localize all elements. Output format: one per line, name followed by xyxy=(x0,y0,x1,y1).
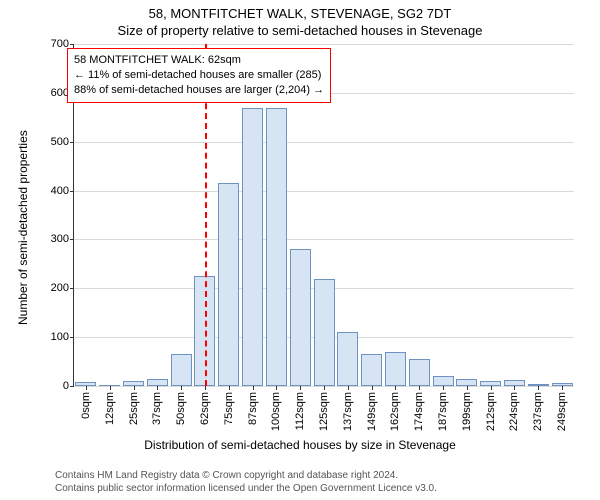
histogram-bar-inner xyxy=(75,382,96,386)
x-tick-label: 224sqm xyxy=(508,392,520,431)
x-tick-mark xyxy=(348,386,349,390)
x-tick-mark xyxy=(419,386,420,390)
histogram-bar-inner xyxy=(337,332,358,386)
x-tick-label: 174sqm xyxy=(413,392,425,431)
x-tick-label: 187sqm xyxy=(437,392,449,431)
x-tick-mark xyxy=(562,386,563,390)
histogram-bar-inner xyxy=(456,379,477,386)
x-tick-mark xyxy=(157,386,158,390)
y-tick-label: 200 xyxy=(51,282,74,294)
x-tick-label: 62sqm xyxy=(199,392,211,425)
y-axis-label: Number of semi-detached properties xyxy=(16,130,30,325)
chart-title-main: 58, MONTFITCHET WALK, STEVENAGE, SG2 7DT xyxy=(0,0,600,21)
histogram-bar xyxy=(265,108,289,386)
histogram-bar xyxy=(336,332,360,386)
footer-line-2: Contains public sector information licen… xyxy=(55,483,437,496)
x-axis-label: Distribution of semi-detached houses by … xyxy=(0,438,600,452)
x-tick-mark xyxy=(253,386,254,390)
chart-title-sub: Size of property relative to semi-detach… xyxy=(0,21,600,38)
histogram-bar xyxy=(122,381,146,386)
x-tick-mark xyxy=(134,386,135,390)
x-tick-mark xyxy=(395,386,396,390)
histogram-bar xyxy=(145,379,169,386)
histogram-bar xyxy=(74,382,98,386)
x-tick-mark xyxy=(491,386,492,390)
x-tick-label: 37sqm xyxy=(151,392,163,425)
x-tick-label: 0sqm xyxy=(80,392,92,419)
histogram-bar-inner xyxy=(266,108,287,386)
x-tick-mark xyxy=(276,386,277,390)
histogram-bar-inner xyxy=(314,279,335,386)
histogram-bar-inner xyxy=(480,381,501,386)
x-tick-label: 249sqm xyxy=(556,392,568,431)
x-tick-mark xyxy=(110,386,111,390)
histogram-bar-inner xyxy=(385,352,406,386)
x-tick-label: 12sqm xyxy=(104,392,116,425)
x-tick-label: 112sqm xyxy=(294,392,306,430)
x-tick-mark xyxy=(205,386,206,390)
x-tick-label: 100sqm xyxy=(270,392,282,431)
histogram-bar-inner xyxy=(123,381,144,386)
histogram-bar-inner xyxy=(147,379,168,386)
histogram-bar-inner xyxy=(242,108,263,386)
histogram-bar xyxy=(217,183,241,386)
x-tick-label: 149sqm xyxy=(366,392,378,431)
histogram-bar xyxy=(455,379,479,386)
annotation-line-3: 88% of semi-detached houses are larger (… xyxy=(74,83,324,98)
histogram-bar xyxy=(360,354,384,386)
x-tick-label: 75sqm xyxy=(223,392,235,425)
histogram-bar-inner xyxy=(528,384,549,386)
y-tick-label: 500 xyxy=(51,136,74,148)
x-tick-mark xyxy=(181,386,182,390)
x-tick-label: 50sqm xyxy=(175,392,187,425)
x-tick-label: 125sqm xyxy=(318,392,330,431)
x-tick-label: 237sqm xyxy=(532,392,544,431)
annotation-box: 58 MONTFITCHET WALK: 62sqm ← 11% of semi… xyxy=(67,48,331,103)
histogram-bar-inner xyxy=(409,359,430,386)
x-tick-mark xyxy=(86,386,87,390)
histogram-bar-inner xyxy=(361,354,382,386)
x-tick-label: 162sqm xyxy=(389,392,401,431)
x-tick-label: 137sqm xyxy=(342,392,354,431)
histogram-bar xyxy=(407,359,431,386)
y-tick-label: 400 xyxy=(51,185,74,197)
histogram-bar xyxy=(98,385,122,386)
x-tick-mark xyxy=(443,386,444,390)
histogram-bar xyxy=(526,384,550,386)
histogram-bar-inner xyxy=(290,249,311,386)
histogram-bar xyxy=(241,108,265,386)
x-tick-mark xyxy=(324,386,325,390)
y-tick-label: 300 xyxy=(51,233,74,245)
annotation-line-1: 58 MONTFITCHET WALK: 62sqm xyxy=(74,53,324,68)
histogram-bar-inner xyxy=(552,383,573,386)
histogram-bar-inner xyxy=(433,376,454,386)
histogram-bar-inner xyxy=(504,380,525,386)
y-tick-label: 0 xyxy=(63,380,74,392)
histogram-bar xyxy=(384,352,408,386)
x-tick-label: 199sqm xyxy=(461,392,473,431)
histogram-bar xyxy=(288,249,312,386)
y-tick-label: 100 xyxy=(51,331,74,343)
x-tick-mark xyxy=(372,386,373,390)
histogram-bar xyxy=(312,279,336,386)
histogram-bar xyxy=(479,381,503,386)
histogram-bar-inner xyxy=(99,385,120,386)
histogram-bar xyxy=(503,380,527,386)
x-tick-mark xyxy=(538,386,539,390)
histogram-bar xyxy=(550,383,574,386)
histogram-bar xyxy=(431,376,455,386)
x-tick-label: 87sqm xyxy=(247,392,259,425)
footer-attribution: Contains HM Land Registry data © Crown c… xyxy=(55,470,437,495)
footer-line-1: Contains HM Land Registry data © Crown c… xyxy=(55,470,437,483)
x-tick-label: 212sqm xyxy=(485,392,497,431)
histogram-bar-inner xyxy=(218,183,239,386)
histogram-bar-inner xyxy=(171,354,192,386)
annotation-line-2: ← 11% of semi-detached houses are smalle… xyxy=(74,68,324,83)
x-tick-mark xyxy=(300,386,301,390)
x-tick-mark xyxy=(229,386,230,390)
x-tick-mark xyxy=(467,386,468,390)
x-tick-label: 25sqm xyxy=(128,392,140,425)
x-tick-mark xyxy=(514,386,515,390)
histogram-bar xyxy=(169,354,193,386)
